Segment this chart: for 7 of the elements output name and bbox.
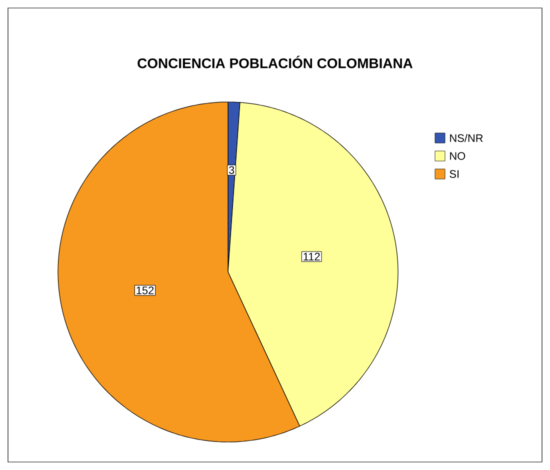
data-label: 152 bbox=[136, 286, 154, 294]
legend-label: SI bbox=[450, 170, 459, 178]
legend-label: NO bbox=[450, 152, 466, 160]
data-label: 112 bbox=[304, 252, 320, 260]
chart-title: CONCIENCIA POBLACIÓN COLOMBIANA bbox=[138, 56, 413, 68]
legend-label: NS/NR bbox=[450, 134, 483, 142]
data-label: 3 bbox=[228, 166, 234, 174]
